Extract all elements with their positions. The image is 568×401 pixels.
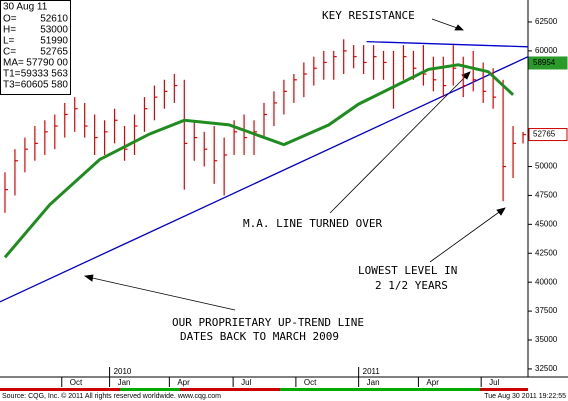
info-value: 52765 [40,47,68,58]
y-tick-label: 50000 [535,162,558,171]
year-label: 2011 [363,367,381,376]
info-value: 59333 563 [21,69,69,80]
strip-segment [280,388,480,391]
info-label: H= [3,25,16,36]
price-tag-label: 58954 [533,58,556,67]
info-label: MA= [3,58,24,69]
footer-timestamp: Tue Aug 30 2011 19:22:55 [484,393,566,400]
strip-segment [120,388,180,391]
trend-line [366,40,529,48]
strip-segment [180,388,280,391]
trend-line [0,56,529,303]
arrowhead [83,274,94,282]
y-tick-label: 37500 [535,306,558,315]
x-tick-label: Jul [241,378,251,387]
info-box: 30 Aug 11O= 52610 H= 53000 L= 51990 C= 52765 MA=… [0,0,71,95]
price-tag [528,128,568,142]
arrowhead [454,24,464,31]
y-tick-label: 60000 [535,46,558,55]
info-label: T1= [3,69,21,80]
moving-average [3,63,515,259]
color-strip [0,388,528,391]
annotation: KEY RESISTANCE [322,9,415,22]
price-tag-label: 52765 [533,130,556,139]
arrowhead [461,71,471,80]
y-tick-label: 42500 [535,248,558,257]
info-label: T3= [3,80,21,91]
arrow [87,276,236,311]
x-tick-label: Oct [70,378,83,387]
x-tick-label: Apr [426,378,439,387]
annotation-arrows [83,18,506,311]
info-value: 60605 580 [21,80,69,91]
arrow [431,18,461,30]
strip-segment [0,388,120,391]
x-tick-label: Oct [304,378,317,387]
info-value: 51990 [40,36,68,47]
annotation: OUR PROPRIETARY UP-TREND LINE [172,316,364,329]
x-tick-label: Jan [367,378,380,387]
y-tick-label: 40000 [535,277,558,286]
arrowhead [496,207,506,216]
arrow [429,209,503,263]
info-label: C= [3,47,16,58]
strip-segment [480,388,528,391]
y-tick-label: 32500 [535,364,558,373]
info-label: O= [3,14,17,25]
annotation: LOWEST LEVEL IN [358,264,457,277]
info-value: 52610 [40,14,68,25]
annotation: DATES BACK TO MARCH 2009 [180,330,339,343]
info-label: L= [3,36,15,47]
info-date: 30 Aug 11 [3,2,48,13]
y-tick-label: 47500 [535,191,558,200]
arrow [329,73,469,214]
info-value: 57790 00 [26,58,68,69]
footer-source: Source: CQG, Inc. © 2011 All rights rese… [2,392,221,400]
x-tick-label: Jan [118,378,131,387]
year-label: 2010 [114,367,132,376]
info-box-frame [0,0,71,95]
y-tick-label: 35000 [535,335,558,344]
info-value: 53000 [40,25,68,36]
x-tick-label: Apr [177,378,190,387]
annotation: M.A. LINE TURNED OVER [243,217,382,230]
y-tick-label: 45000 [535,219,558,228]
price-tag [528,56,568,70]
y-tick-label: 62500 [535,17,558,26]
annotation: 2 1/2 YEARS [375,279,448,292]
x-tick-label: Jul [489,378,499,387]
